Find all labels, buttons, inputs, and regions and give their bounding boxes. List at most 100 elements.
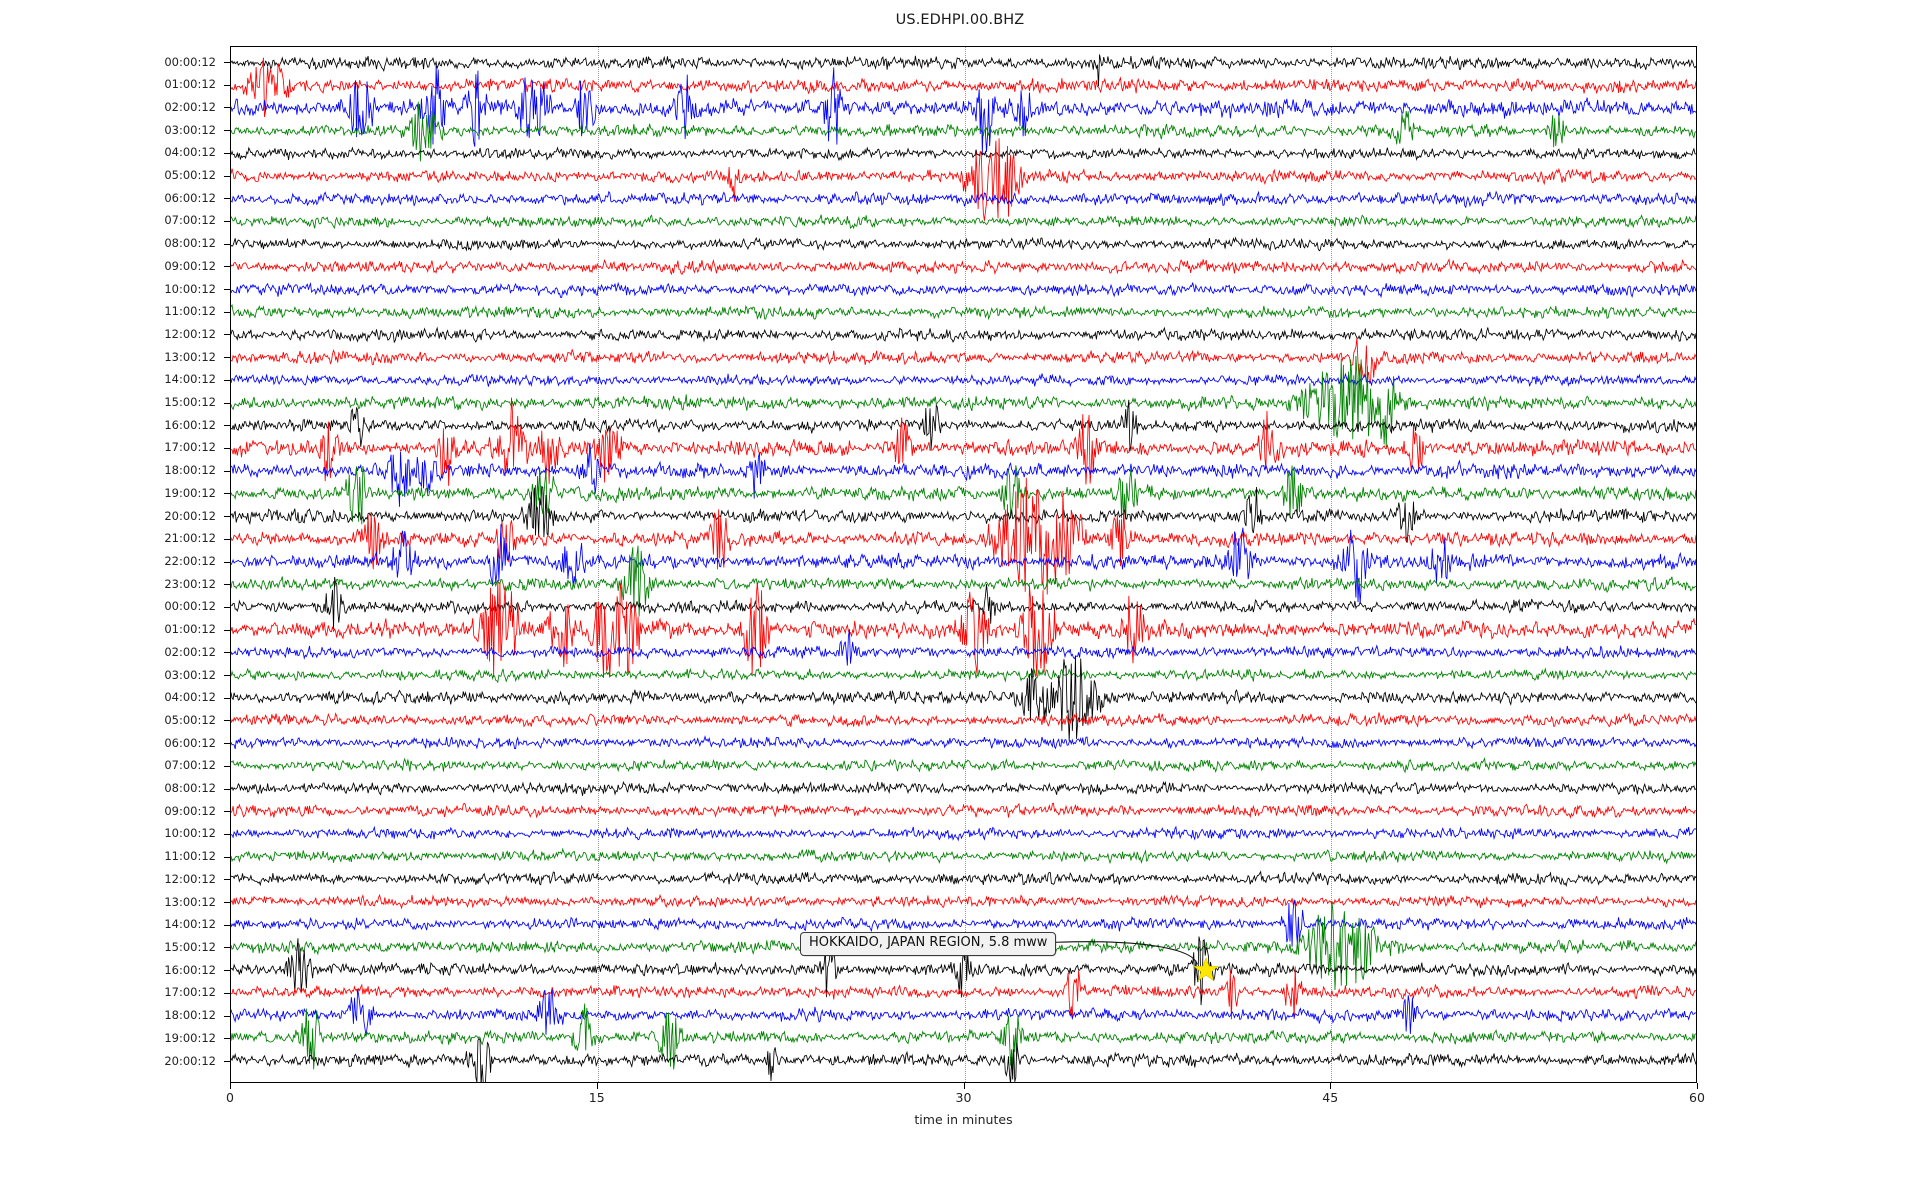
x-tick-label-60: 60 <box>1689 1090 1705 1105</box>
y-tick-label-21: 21:00:12 <box>164 531 216 546</box>
plot-area <box>230 46 1697 1083</box>
trace-row-28 <box>231 655 1696 741</box>
y-tick-label-42: 18:00:12 <box>164 1008 216 1023</box>
y-tick-mark-12 <box>224 334 230 336</box>
y-tick-label-4: 04:00:12 <box>164 145 216 160</box>
seismogram-traces <box>231 47 1696 1082</box>
y-tick-label-30: 06:00:12 <box>164 735 216 750</box>
y-tick-mark-34 <box>224 833 230 835</box>
y-tick-label-36: 12:00:12 <box>164 871 216 886</box>
y-tick-mark-1 <box>224 84 230 86</box>
trace-row-1 <box>231 58 1696 117</box>
y-tick-label-3: 03:00:12 <box>164 122 216 137</box>
trace-row-31 <box>231 759 1696 773</box>
y-tick-label-25: 01:00:12 <box>164 622 216 637</box>
trace-row-6 <box>231 192 1696 208</box>
y-tick-mark-33 <box>224 811 230 813</box>
y-tick-mark-27 <box>224 675 230 677</box>
page-title: US.EDHPI.00.BHZ <box>895 12 1025 28</box>
trace-row-13 <box>231 337 1696 383</box>
y-tick-label-17: 17:00:12 <box>164 440 216 455</box>
y-tick-mark-32 <box>224 788 230 790</box>
y-tick-label-11: 11:00:12 <box>164 304 216 319</box>
trace-row-12 <box>231 327 1696 342</box>
y-tick-label-6: 06:00:12 <box>164 190 216 205</box>
y-tick-label-31: 07:00:12 <box>164 758 216 773</box>
y-tick-label-43: 19:00:12 <box>164 1030 216 1045</box>
y-tick-mark-11 <box>224 311 230 313</box>
y-tick-label-1: 01:00:12 <box>164 77 216 92</box>
y-tick-mark-42 <box>224 1015 230 1017</box>
y-tick-mark-18 <box>224 470 230 472</box>
event-annotation-label[interactable]: HOKKAIDO, JAPAN REGION, 5.8 mww <box>800 932 1057 957</box>
y-tick-label-24: 00:00:12 <box>164 599 216 614</box>
trace-row-3 <box>231 102 1696 162</box>
y-tick-label-26: 02:00:12 <box>164 644 216 659</box>
y-tick-mark-3 <box>224 130 230 132</box>
y-tick-label-41: 17:00:12 <box>164 985 216 1000</box>
y-tick-label-16: 16:00:12 <box>164 417 216 432</box>
y-tick-label-28: 04:00:12 <box>164 690 216 705</box>
y-tick-mark-38 <box>224 924 230 926</box>
y-tick-mark-24 <box>224 606 230 608</box>
x-axis-title: time in minutes <box>914 1112 1013 1127</box>
y-tick-mark-37 <box>224 902 230 904</box>
trace-row-37 <box>231 895 1696 908</box>
y-tick-label-22: 22:00:12 <box>164 554 216 568</box>
trace-row-15 <box>231 356 1696 447</box>
y-tick-label-10: 10:00:12 <box>164 281 216 296</box>
y-tick-label-7: 07:00:12 <box>164 213 216 228</box>
trace-row-4 <box>231 148 1696 160</box>
y-tick-label-9: 09:00:12 <box>164 258 216 273</box>
y-tick-mark-6 <box>224 198 230 200</box>
y-tick-mark-21 <box>224 538 230 540</box>
trace-row-44 <box>231 1039 1696 1082</box>
y-tick-mark-2 <box>224 107 230 109</box>
y-tick-label-37: 13:00:12 <box>164 894 216 909</box>
y-tick-mark-29 <box>224 720 230 722</box>
y-tick-mark-26 <box>224 652 230 654</box>
y-tick-mark-43 <box>224 1038 230 1040</box>
y-tick-mark-14 <box>224 379 230 381</box>
y-tick-label-35: 11:00:12 <box>164 849 216 864</box>
y-tick-mark-7 <box>224 220 230 222</box>
trace-row-26 <box>231 629 1696 665</box>
y-tick-mark-40 <box>224 970 230 972</box>
x-tick-mark-30 <box>963 1083 965 1089</box>
trace-row-35 <box>231 849 1696 863</box>
x-tick-label-30: 30 <box>955 1090 972 1105</box>
y-tick-label-2: 02:00:12 <box>164 99 216 114</box>
trace-row-19 <box>231 465 1696 524</box>
y-tick-mark-22 <box>224 561 230 563</box>
y-tick-label-27: 03:00:12 <box>164 667 216 682</box>
y-tick-mark-10 <box>224 289 230 291</box>
trace-row-22 <box>231 524 1696 604</box>
trace-row-41 <box>231 966 1696 1019</box>
x-tick-label-45: 45 <box>1322 1090 1339 1105</box>
y-tick-label-32: 08:00:12 <box>164 781 216 796</box>
trace-row-32 <box>231 782 1696 796</box>
y-tick-label-29: 05:00:12 <box>164 712 216 727</box>
trace-row-18 <box>231 443 1696 507</box>
y-tick-mark-16 <box>224 425 230 427</box>
y-tick-label-8: 08:00:12 <box>164 236 216 251</box>
trace-row-43 <box>231 1003 1696 1069</box>
y-tick-label-19: 19:00:12 <box>164 485 216 500</box>
trace-row-24 <box>231 577 1696 629</box>
trace-row-23 <box>231 546 1696 617</box>
trace-row-33 <box>231 803 1696 817</box>
trace-row-0 <box>231 54 1696 86</box>
trace-row-10 <box>231 283 1696 298</box>
y-tick-mark-19 <box>224 493 230 495</box>
y-tick-mark-8 <box>224 243 230 245</box>
y-tick-label-0: 00:00:12 <box>164 54 216 69</box>
y-tick-mark-35 <box>224 856 230 858</box>
trace-row-8 <box>231 238 1696 251</box>
trace-row-34 <box>231 827 1696 840</box>
trace-row-7 <box>231 215 1696 229</box>
y-tick-label-34: 10:00:12 <box>164 826 216 841</box>
y-tick-mark-31 <box>224 765 230 767</box>
y-tick-label-14: 14:00:12 <box>164 372 216 387</box>
annotation-leader-line <box>1056 942 1197 965</box>
x-tick-mark-60 <box>1697 1083 1698 1089</box>
